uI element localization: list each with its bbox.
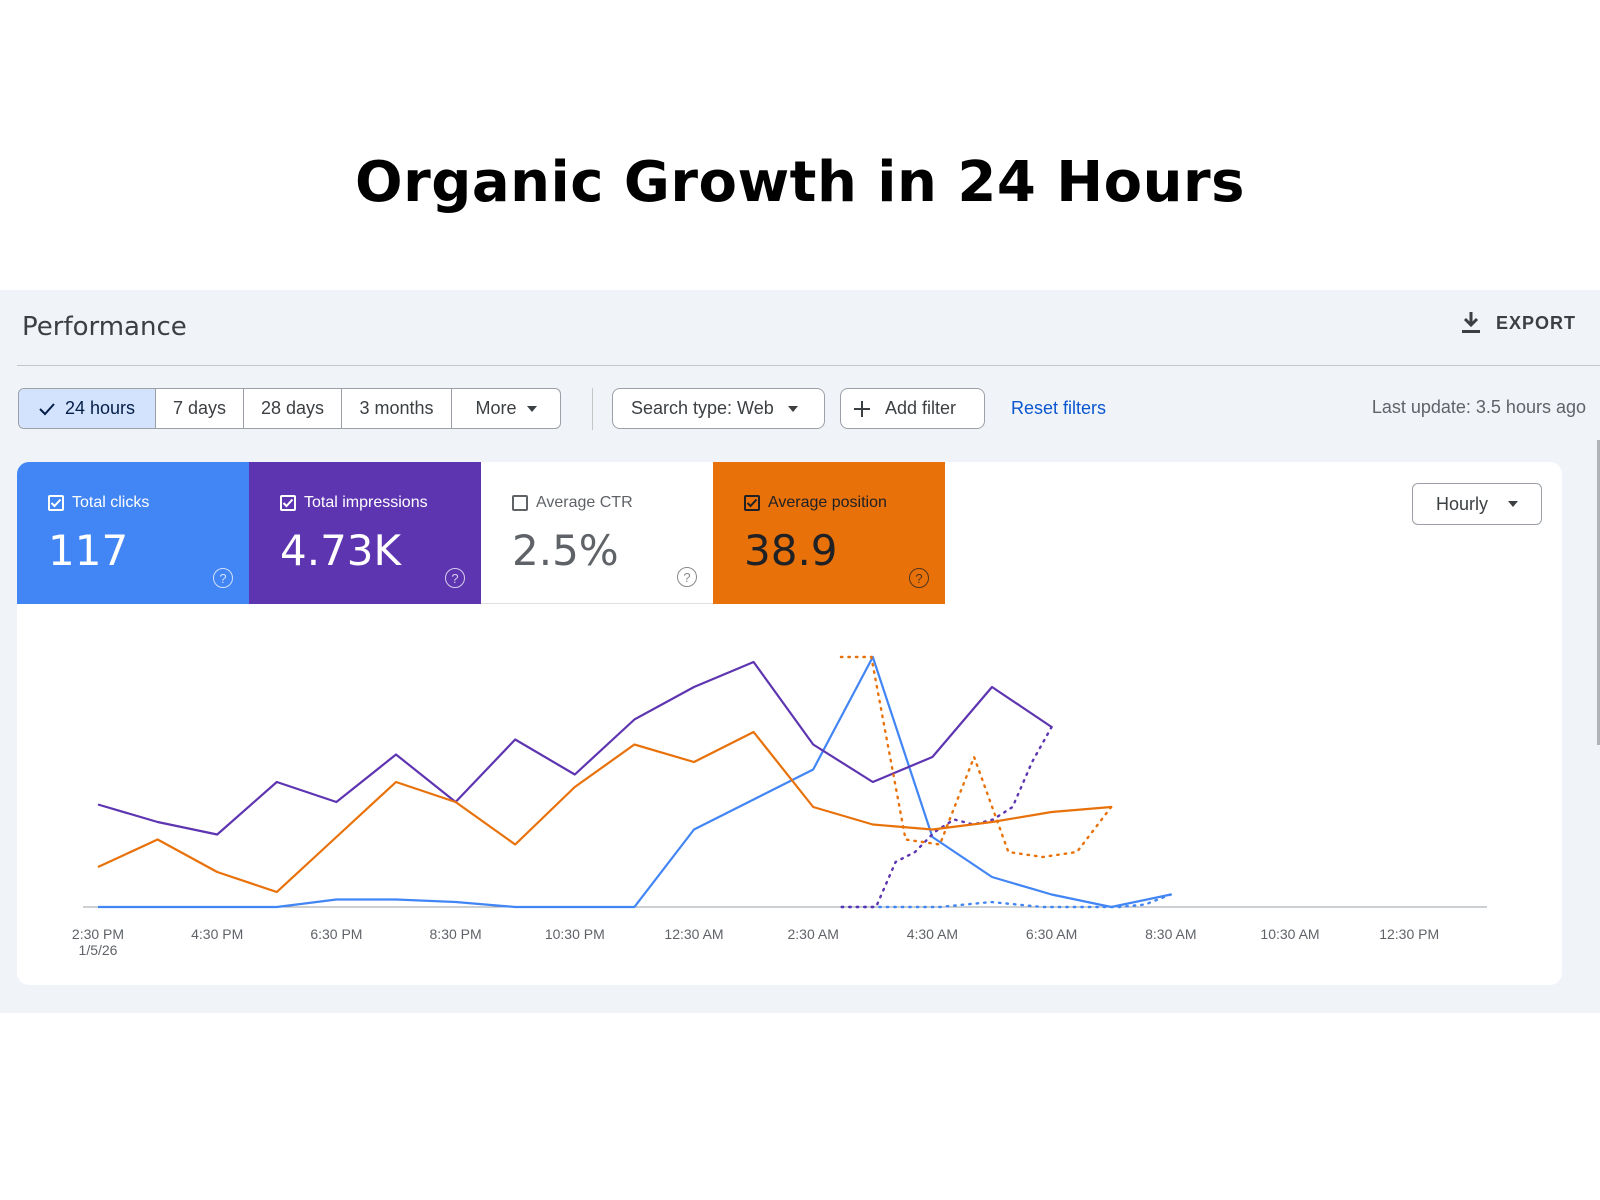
x-tick-label: 12:30 PM: [1379, 926, 1439, 942]
chevron-down-icon: [787, 405, 798, 412]
add-filter-button[interactable]: Add filter: [840, 388, 985, 429]
x-tick-label: 4:30 PM: [191, 926, 243, 942]
metric-value: 4.73K: [280, 526, 402, 575]
help-icon[interactable]: ?: [677, 567, 697, 587]
reset-filters-link[interactable]: Reset filters: [1011, 398, 1107, 418]
performance-card: Total clicks 117 ? Total impressions 4.7…: [17, 462, 1562, 985]
checkbox-checked-icon: [744, 495, 760, 511]
x-tick-label: 2:30 PM: [72, 926, 124, 942]
export-button[interactable]: EXPORT: [1460, 310, 1576, 336]
toolbar-separator: [592, 388, 593, 430]
metric-total-impressions[interactable]: Total impressions 4.73K ?: [249, 462, 481, 604]
range-more-dropdown[interactable]: More: [452, 389, 560, 428]
x-tick-label: 4:30 AM: [907, 926, 958, 942]
metric-average-position[interactable]: Average position 38.9 ?: [713, 462, 945, 604]
help-icon[interactable]: ?: [445, 568, 465, 588]
metric-label: Average CTR: [536, 494, 633, 511]
metric-value: 2.5%: [512, 526, 619, 575]
x-tick-label: 2:30 AM: [788, 926, 839, 942]
export-label: EXPORT: [1495, 312, 1576, 333]
chevron-down-icon: [1508, 501, 1518, 507]
series-line-2: [97, 730, 1112, 894]
date-range-selector: 24 hours 7 days 28 days 3 months More: [18, 388, 561, 429]
range-3-months[interactable]: 3 months: [342, 389, 452, 428]
series-line-0: [98, 655, 1172, 909]
checkbox-checked-icon: [48, 495, 64, 511]
metric-label: Total impressions: [304, 494, 428, 511]
series-partial-line-2: [835, 655, 1113, 859]
range-24-hours[interactable]: 24 hours: [19, 389, 156, 428]
x-tick-label: 8:30 AM: [1145, 926, 1196, 942]
range-7-days[interactable]: 7 days: [156, 389, 244, 428]
help-icon[interactable]: ?: [909, 568, 929, 588]
header-divider: [17, 365, 1600, 366]
x-tick-label: 10:30 PM: [545, 926, 605, 942]
last-update-text: Last update: 3.5 hours ago: [1371, 397, 1586, 417]
checkbox-unchecked-icon: [512, 495, 528, 511]
x-tick-label: 6:30 PM: [310, 926, 362, 942]
metric-label: Total clicks: [72, 494, 150, 511]
check-icon: [39, 402, 55, 415]
metric-label: Average position: [768, 494, 887, 511]
plus-icon: [854, 400, 870, 417]
metric-value: 38.9: [744, 526, 838, 575]
page-headline: Organic Growth in 24 Hours: [355, 150, 1245, 215]
metric-average-ctr[interactable]: Average CTR 2.5% ?: [481, 462, 713, 604]
scrollbar[interactable]: [1597, 440, 1600, 745]
download-icon: [1461, 312, 1480, 333]
search-type-dropdown[interactable]: Search type: Web: [612, 388, 825, 429]
performance-panel: Performance EXPORT 24 hours 7 days 28 da…: [0, 290, 1600, 1013]
help-icon[interactable]: ?: [213, 568, 233, 588]
granularity-dropdown[interactable]: Hourly: [1412, 483, 1542, 525]
x-tick-sublabel: 1/5/26: [79, 942, 118, 958]
series-line-1: [97, 660, 1053, 836]
metric-total-clicks[interactable]: Total clicks 117 ?: [17, 462, 249, 604]
range-28-days[interactable]: 28 days: [244, 389, 342, 428]
x-tick-label: 6:30 AM: [1026, 926, 1077, 942]
metric-value: 117: [48, 526, 129, 575]
chevron-down-icon: [526, 405, 537, 412]
page-title: Performance: [22, 312, 187, 342]
series-partial-line-1: [835, 725, 1053, 909]
performance-line-chart: 2:30 PM 4:30 PM 6:30 PM 8:30 PM 10:30 PM 12:3…: [72, 655, 1487, 958]
x-tick-label: 10:30 AM: [1260, 926, 1319, 942]
x-tick-label: 8:30 PM: [430, 926, 482, 942]
x-tick-label: 12:30 AM: [664, 926, 723, 942]
checkbox-checked-icon: [280, 495, 296, 511]
